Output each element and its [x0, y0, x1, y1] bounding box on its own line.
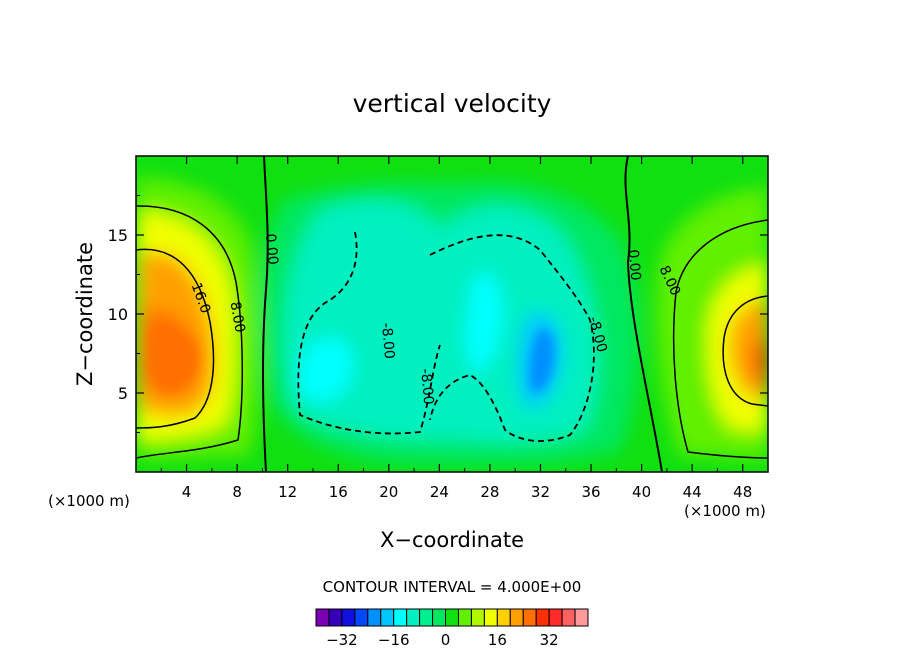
- x-tick-label: 44: [683, 483, 702, 501]
- colorbar-tick-labels: −32 −16 0 16 32: [326, 631, 559, 649]
- colorbar-swatch: [354, 608, 369, 627]
- contour-16-left: [136, 248, 215, 429]
- colorbar-tick-label: −16: [378, 631, 410, 649]
- field-shading: [136, 178, 768, 466]
- x-tick-label: 36: [581, 483, 600, 501]
- x-axis-ticks: [160, 156, 744, 472]
- colorbar-swatch: [535, 608, 550, 627]
- colorbar-swatch: [367, 608, 382, 627]
- x-tick-label: 16: [329, 483, 348, 501]
- colorbar-swatch: [393, 608, 408, 627]
- colorbar-swatch: [522, 608, 537, 627]
- colorbar-swatch: [445, 608, 459, 627]
- colorbar-tick-label: 0: [441, 631, 451, 649]
- x-tick-label: 8: [232, 483, 242, 501]
- contour-neg8-center: [429, 234, 595, 442]
- x-tick-label: 40: [632, 483, 651, 501]
- colorbar: [315, 608, 589, 627]
- downdraft-left-core: [298, 337, 354, 402]
- y-axis-label: Z−coordinate: [73, 242, 97, 386]
- colorbar-swatch: [315, 608, 330, 627]
- contour-neg8-left: [297, 231, 441, 435]
- chart-title: vertical velocity: [353, 89, 552, 118]
- x-tick-label: 24: [430, 483, 449, 501]
- colorbar-tick-label: 32: [540, 631, 559, 649]
- colorbar-swatch: [341, 608, 356, 627]
- colorbar-swatch: [380, 608, 395, 627]
- x-tick-label: 4: [182, 483, 192, 501]
- y-tick-label: 10: [108, 305, 128, 324]
- x-tick-label: 12: [278, 483, 297, 501]
- x-unit-right: (×1000 m): [684, 502, 766, 520]
- contour-label: -8.00: [378, 322, 397, 359]
- colorbar-tick-label: −32: [326, 631, 358, 649]
- colorbar-swatch: [548, 608, 563, 627]
- y-axis-ticks: [136, 195, 768, 433]
- x-axis-tick-labels: 4 8 12 16 20 24 28 32 36 40 44 48: [182, 483, 752, 501]
- colorbar-swatch: [328, 608, 343, 627]
- y-tick-label: 5: [118, 384, 128, 403]
- contour-label: -8.00: [417, 368, 436, 405]
- x-tick-label: 48: [733, 483, 752, 501]
- y-axis-tick-labels: 5 10 15: [108, 226, 128, 403]
- zero-contour-left: [262, 156, 269, 472]
- left-core-detail: [149, 326, 196, 390]
- zero-contour-right: [624, 156, 663, 472]
- colorbar-swatch: [509, 608, 524, 627]
- contour-lines: [136, 156, 768, 472]
- colorbar-swatch: [496, 608, 511, 627]
- x-unit-left: (×1000 m): [48, 492, 130, 510]
- x-tick-label: 20: [379, 483, 398, 501]
- plot-area: [136, 156, 768, 472]
- colorbar-swatch: [483, 608, 498, 627]
- contour-interval-text: CONTOUR INTERVAL = 4.000E+00: [323, 578, 582, 596]
- x-tick-label: 32: [531, 483, 550, 501]
- x-axis-label: X−coordinate: [380, 528, 524, 552]
- colorbar-swatch: [470, 608, 485, 627]
- field-detail: [149, 326, 555, 392]
- x-tick-label: 28: [480, 483, 499, 501]
- contour-label: 8.00: [227, 300, 248, 333]
- downdraft-center-core: [465, 272, 504, 373]
- colorbar-tick-label: 16: [488, 631, 507, 649]
- y-tick-label: 15: [108, 226, 128, 245]
- contour-label: 0.00: [625, 249, 644, 281]
- contour-16-right: [722, 295, 768, 407]
- colorbar-swatch: [419, 608, 434, 627]
- colorbar-swatch: [432, 608, 447, 627]
- colorbar-swatch: [457, 608, 472, 627]
- colorbar-swatch: [561, 608, 576, 627]
- colorbar-swatch: [406, 608, 421, 627]
- right-downdraft-peak: [529, 329, 555, 392]
- contour-8-left: [136, 205, 244, 459]
- contour-8-right: [672, 219, 768, 459]
- contour-label: 0.00: [262, 233, 281, 265]
- colorbar-swatch: [574, 608, 589, 627]
- right-updraft-peak: [753, 335, 768, 386]
